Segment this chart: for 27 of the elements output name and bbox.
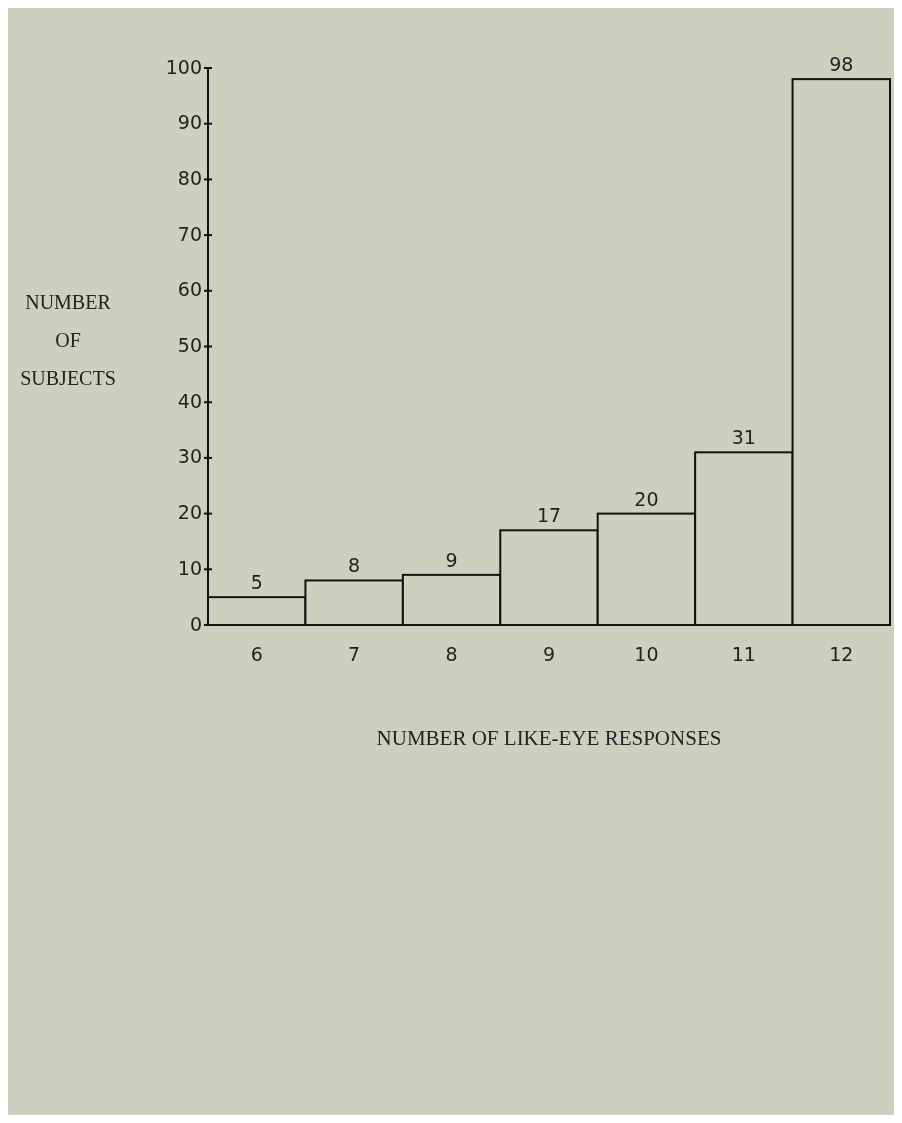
data-label: 17 [536,504,562,527]
y-tick-label: 90 [177,111,202,134]
y-tick-label: 60 [177,278,202,301]
data-label: 98 [829,53,854,76]
x-tick-label: 9 [542,643,556,665]
y-tick-label: 100 [165,55,202,78]
x-tick-label: 12 [829,643,854,665]
y-tick-label: 50 [177,334,202,356]
x-axis-title: NUMBER OF LIKE-EYE RESPONSES [376,726,722,750]
data-label: 20 [634,487,659,510]
y-axis-title: NUMBER OF SUBJECTS [20,290,116,389]
data-label: 8 [348,554,361,577]
y-tick-label: 70 [177,222,202,245]
y-tick-label: 0 [189,612,202,635]
data-label: 31 [731,426,756,449]
x-tick-label: 7 [348,643,361,665]
y-tick-label: 40 [177,389,202,412]
y-tick-label: 10 [177,556,202,579]
data-label: 9 [445,548,458,571]
y-tick-label: 30 [177,445,202,468]
x-tick-label: 6 [250,643,263,665]
data-label: 5 [250,571,263,594]
x-tick-label: 10 [634,643,659,665]
x-tick-label: 11 [731,643,756,665]
y-tick-label: 80 [177,166,202,189]
y-tick-label: 20 [177,501,202,524]
x-tick-label: 8 [445,643,458,665]
